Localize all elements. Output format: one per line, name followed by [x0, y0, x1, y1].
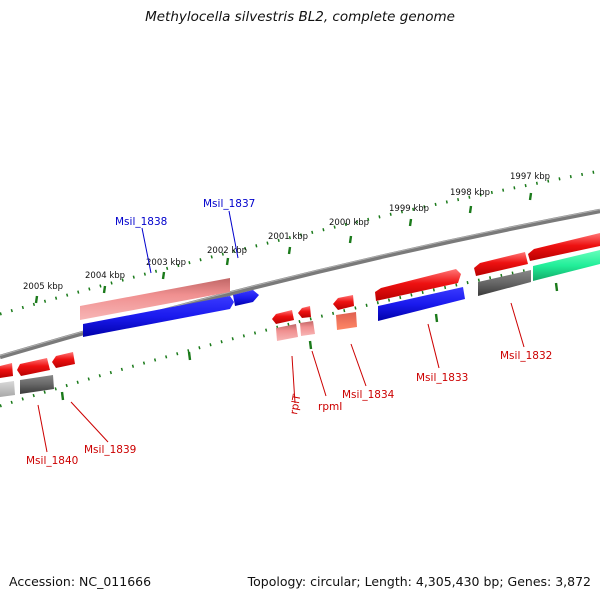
- genome-summary-label: Topology: circular; Length: 4,305,430 bp…: [247, 574, 591, 589]
- ruler-label: 1998 kbp: [450, 188, 490, 198]
- major-tick: [348, 235, 353, 244]
- major-tick: [187, 351, 192, 361]
- ruler-label: 2004 kbp: [85, 271, 125, 281]
- ruler-label: 2003 kbp: [146, 258, 186, 268]
- major-tick: [554, 282, 559, 292]
- gene-msil-1832-arrow[interactable]: [474, 252, 528, 276]
- leader-msil-1832: [510, 302, 525, 348]
- outer-ruler: [0, 169, 600, 316]
- label-msil-1839[interactable]: Msil_1839: [84, 444, 136, 456]
- ruler-label: 2002 kbp: [207, 246, 247, 256]
- accession-label: Accession: NC_011666: [9, 574, 152, 589]
- inner-track-genes: [0, 295, 357, 397]
- ruler-label: 1997 kbp: [510, 172, 550, 182]
- major-tick: [287, 246, 292, 255]
- major-tick: [161, 271, 166, 280]
- outer-track-genes: [80, 233, 600, 337]
- label-leaders: [37, 210, 525, 453]
- inner-ruler-ticks: [0, 254, 600, 408]
- ruler-label: 2000 kbp: [329, 218, 369, 228]
- leader-msil-1840: [37, 404, 48, 453]
- label-msil-1840[interactable]: Msil_1840: [26, 455, 78, 467]
- major-tick: [434, 313, 439, 323]
- label-rpmI[interactable]: rpmI: [318, 401, 342, 413]
- gene-msil-1832-gray[interactable]: [478, 270, 531, 296]
- gene-upstream-arrow[interactable]: [528, 233, 600, 261]
- gene-rpmI-light[interactable]: [300, 321, 315, 336]
- leader-msil-1839: [70, 401, 109, 443]
- major-tick: [528, 192, 533, 201]
- ruler-label: 2001 kbp: [268, 232, 308, 242]
- leader-rpmI: [311, 350, 327, 397]
- gene-rpmI-arrow[interactable]: [298, 306, 311, 318]
- label-rplT[interactable]: rplT: [288, 393, 303, 416]
- major-tick: [308, 340, 313, 350]
- leader-msil-1838: [141, 227, 152, 274]
- gene-rplT-light[interactable]: [276, 324, 298, 341]
- major-tick: [60, 391, 65, 401]
- genome-title: Methylocella silvestris BL2, complete ge…: [145, 9, 455, 25]
- label-msil-1837[interactable]: Msil_1837: [203, 198, 255, 210]
- ruler-label: 1999 kbp: [389, 204, 429, 214]
- gene-msil-1837-arrow[interactable]: [233, 290, 259, 306]
- label-msil-1838[interactable]: Msil_1838: [115, 216, 167, 228]
- major-tick: [102, 285, 107, 294]
- outer-ruler-ticks: [0, 169, 600, 316]
- gene-msil-1838-reverse-arrow[interactable]: [83, 296, 234, 337]
- gene-msil-1840-gray[interactable]: [20, 375, 54, 394]
- leader-msil-1837: [228, 210, 239, 259]
- gene-left-edge-gray[interactable]: [0, 381, 15, 397]
- leader-rplT: [291, 355, 296, 404]
- major-tick: [408, 218, 413, 227]
- leader-msil-1834: [350, 343, 367, 387]
- major-tick: [468, 205, 473, 214]
- leader-msil-1833: [427, 323, 440, 369]
- major-tick: [225, 257, 230, 266]
- gene-msil-1834-arrow[interactable]: [333, 295, 354, 310]
- label-msil-1832[interactable]: Msil_1832: [500, 350, 552, 362]
- ruler-label: 2005 kbp: [23, 282, 63, 292]
- major-tick: [34, 295, 39, 304]
- gene-msil-1834-light[interactable]: [336, 312, 357, 330]
- gene-msil-1840-arrow[interactable]: [17, 358, 50, 376]
- gene-msil-1839-arrow[interactable]: [52, 352, 75, 368]
- gene-labels: Msil_1838 Msil_1837 Msil_1840 Msil_1839 …: [26, 198, 552, 467]
- gene-msil-1833-reverse-arrow[interactable]: [378, 287, 465, 321]
- inner-ruler: [0, 254, 600, 408]
- label-msil-1834[interactable]: Msil_1834: [342, 389, 395, 401]
- gene-left-edge-arrow[interactable]: [0, 363, 13, 378]
- gene-msil-1833-arrow[interactable]: [375, 269, 461, 301]
- gene-msil-1838-arrow[interactable]: [80, 278, 230, 320]
- ruler-labels: 2005 kbp 2004 kbp 2003 kbp 2002 kbp 2001…: [23, 172, 550, 292]
- label-msil-1833[interactable]: Msil_1833: [416, 372, 468, 384]
- gene-rna-segment[interactable]: [533, 250, 600, 281]
- gene-rplT-arrow[interactable]: [272, 310, 294, 324]
